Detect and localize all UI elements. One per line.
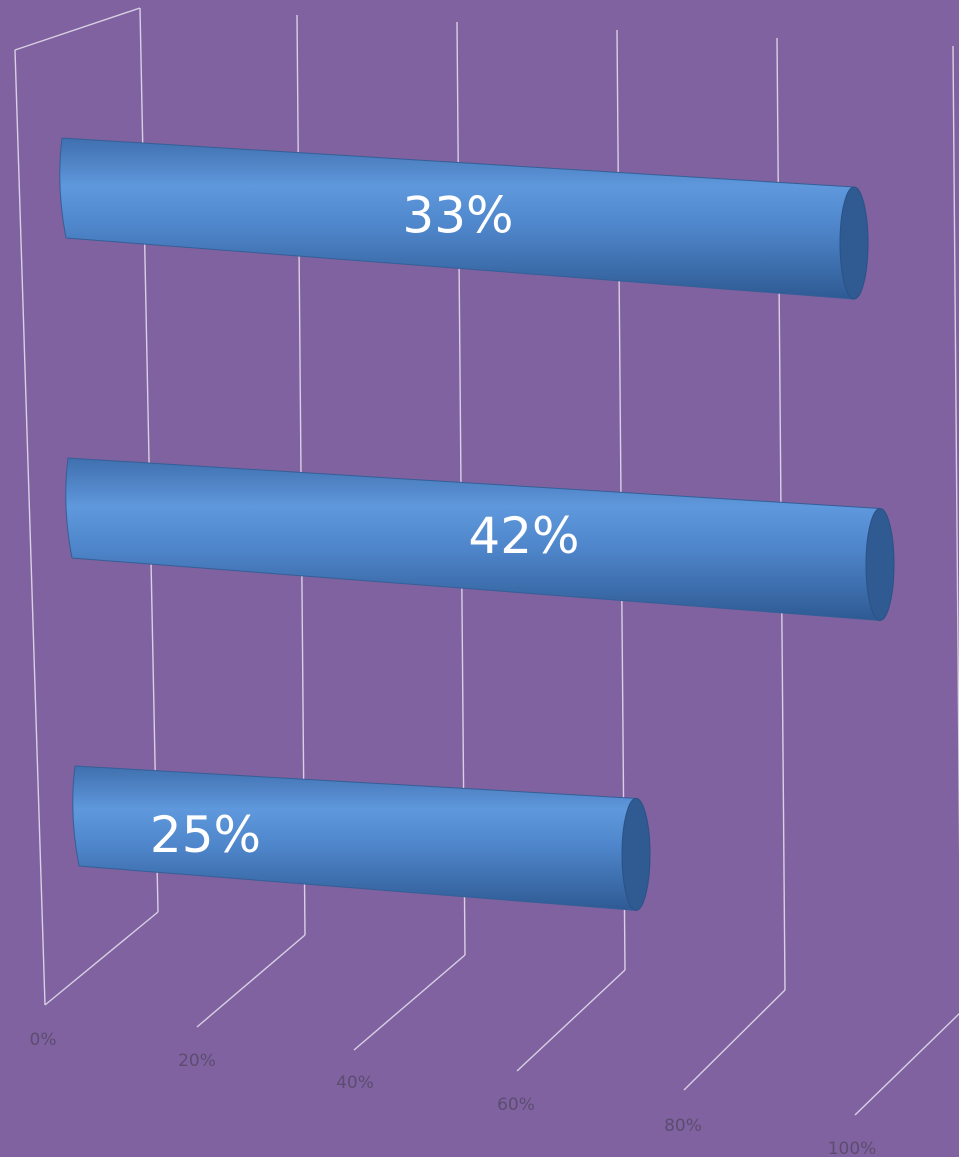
x-tick-labels: 0% 20% 40% 60% 80% 100% [30, 1030, 877, 1157]
bar-cap [621, 797, 651, 911]
x-tick-label-3: 60% [497, 1095, 535, 1115]
side-wall-edge [14, 7, 141, 1006]
bars [59, 137, 895, 911]
gridline-floor-2 [353, 954, 466, 1051]
bar-2 [72, 765, 651, 911]
x-tick-label-1: 20% [178, 1051, 216, 1071]
x-tick-label-4: 80% [664, 1116, 702, 1136]
bar-0 [59, 137, 869, 300]
gridline-floor-1 [196, 934, 306, 1028]
data-labels: 33% 42% 25% [150, 187, 580, 865]
x-tick-label-5: 100% [828, 1139, 877, 1157]
gridline-back-5 [952, 45, 959, 856]
bar-cap [839, 186, 869, 300]
x-tick-label-2: 40% [336, 1073, 374, 1093]
bar-body [59, 137, 855, 300]
gridline-floor-4 [683, 989, 786, 1091]
data-label-1: 42% [468, 507, 579, 565]
gridline-floor-3 [516, 969, 626, 1072]
bar-body [72, 765, 637, 911]
gridline-floor-0 [44, 911, 159, 1006]
bar-body [65, 457, 881, 622]
x-tick-label-0: 0% [30, 1030, 57, 1050]
bar-cap [865, 507, 895, 621]
data-label-0: 33% [402, 187, 513, 245]
gridline-floor-5 [854, 1012, 959, 1116]
data-label-2: 25% [150, 806, 261, 864]
bar-1 [65, 457, 895, 622]
